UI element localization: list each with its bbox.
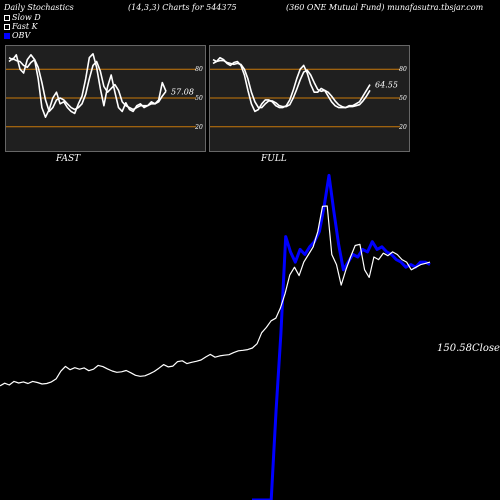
full-series-line-0	[212, 56, 371, 113]
close-price-label: 150.58Close	[437, 343, 500, 354]
chart-title: Daily Stochastics	[4, 3, 74, 12]
fast-stochastics-plot: 80 50 20 57.08	[6, 53, 203, 131]
full-tick-label-50: 50	[399, 95, 407, 102]
full-stochastics-plot: 80 50 20 64.55	[210, 56, 407, 131]
full-series-line-1	[212, 59, 371, 109]
legend-label-slow-d: Slow D	[12, 13, 41, 22]
fast-tick-label-20: 20	[194, 124, 203, 131]
full-panel-label: FULL	[261, 154, 287, 164]
full-tick-label-80: 80	[399, 66, 407, 73]
full-stochastics-panel: 80 50 20 64.55	[209, 45, 410, 152]
full-last-value-label: 64.55	[375, 81, 398, 90]
fast-stochastics-panel: 80 50 20 57.08	[5, 45, 206, 152]
legend-slow-d: Slow D	[4, 13, 41, 22]
legend-swatch-fast-k	[4, 23, 10, 30]
legend-label-obv: OBV	[12, 31, 31, 40]
chart-source: (360 ONE Mutual Fund) munafasutra.tbsjar…	[286, 3, 484, 12]
fast-series-line-0	[8, 53, 167, 118]
legend-obv: OBV	[4, 31, 30, 40]
legend-swatch-slow-d	[4, 14, 10, 21]
fast-series-line-1	[8, 57, 167, 113]
fast-tick-label-80: 80	[195, 66, 203, 73]
fast-tick-label-50: 50	[195, 95, 203, 102]
legend-label-fast-k: Fast K	[12, 22, 38, 31]
obv-series-line	[252, 173, 431, 500]
chart-params: (14,3,3) Charts for 544375	[128, 3, 237, 12]
close-series-line	[0, 205, 431, 387]
legend-swatch-obv	[4, 32, 10, 39]
fast-last-value-label: 57.08	[171, 87, 194, 96]
fast-panel-label: FAST	[56, 154, 81, 164]
full-tick-label-20: 20	[398, 124, 407, 131]
legend-fast-k: Fast K	[4, 22, 38, 31]
